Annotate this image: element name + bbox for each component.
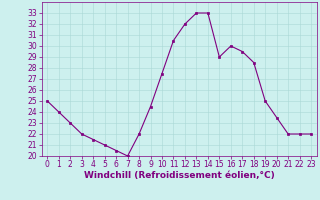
X-axis label: Windchill (Refroidissement éolien,°C): Windchill (Refroidissement éolien,°C) bbox=[84, 171, 275, 180]
